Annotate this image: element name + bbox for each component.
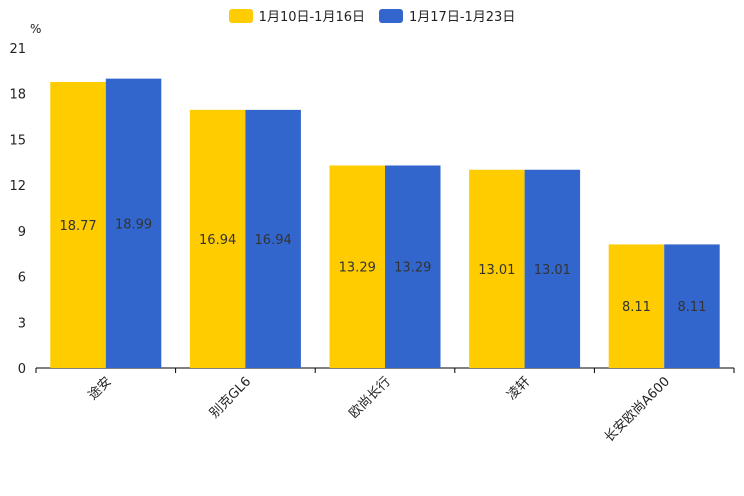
bar-data-label: 16.94 xyxy=(199,233,236,248)
bar-series-1 xyxy=(329,165,385,368)
bar-series-1 xyxy=(50,81,106,368)
bar-series-1 xyxy=(608,244,665,368)
legend-item-series-1[interactable]: 1月10日-1月16日 xyxy=(228,6,365,25)
y-tick-label: 0 xyxy=(18,362,26,377)
bar-series-2 xyxy=(664,244,720,368)
legend-label-series-1: 1月10日-1月16日 xyxy=(258,10,365,25)
bar-data-label: 8.11 xyxy=(622,300,651,315)
bar-series-2 xyxy=(385,165,441,368)
bar-data-label: 18.77 xyxy=(59,219,96,234)
bar-series-2 xyxy=(105,78,162,368)
bar-data-label: 16.94 xyxy=(255,233,292,248)
bar-data-label: 13.01 xyxy=(534,263,571,278)
legend-item-series-2[interactable]: 1月17日-1月23日 xyxy=(379,6,515,25)
x-tick-label: 欧尚长行 xyxy=(346,374,393,421)
y-tick-label: 21 xyxy=(9,42,26,57)
y-tick-label: 3 xyxy=(18,316,26,331)
bar-data-label: 18.99 xyxy=(115,217,152,232)
x-tick-label: 别克GL6 xyxy=(207,374,254,421)
y-tick-label: 9 xyxy=(18,225,26,240)
bar-data-label: 13.01 xyxy=(478,263,515,278)
chart-legend: 1月10日-1月16日 1月17日-1月23日 xyxy=(0,6,744,25)
x-tick-label: 长安欧尚A600 xyxy=(602,374,673,445)
y-tick-label: 6 xyxy=(18,271,26,286)
y-tick-label: 18 xyxy=(9,88,26,103)
legend-swatch-series-2 xyxy=(379,8,403,23)
bar-data-label: 13.29 xyxy=(394,261,431,276)
bar-series-2 xyxy=(245,109,301,368)
x-tick-label: 凌轩 xyxy=(504,374,533,403)
y-axis-unit-label: % xyxy=(30,22,42,36)
bar-series-2 xyxy=(524,169,581,368)
y-tick-label: 15 xyxy=(9,133,26,148)
y-tick-label: 12 xyxy=(9,179,26,194)
bar-data-label: 8.11 xyxy=(677,300,706,315)
bar-series-1 xyxy=(469,169,525,368)
legend-swatch-series-1 xyxy=(228,8,253,23)
legend-label-series-2: 1月17日-1月23日 xyxy=(409,10,516,25)
bar-series-1 xyxy=(189,109,246,368)
x-tick-label: 途安 xyxy=(85,374,115,404)
bar-data-label: 13.29 xyxy=(339,261,376,276)
